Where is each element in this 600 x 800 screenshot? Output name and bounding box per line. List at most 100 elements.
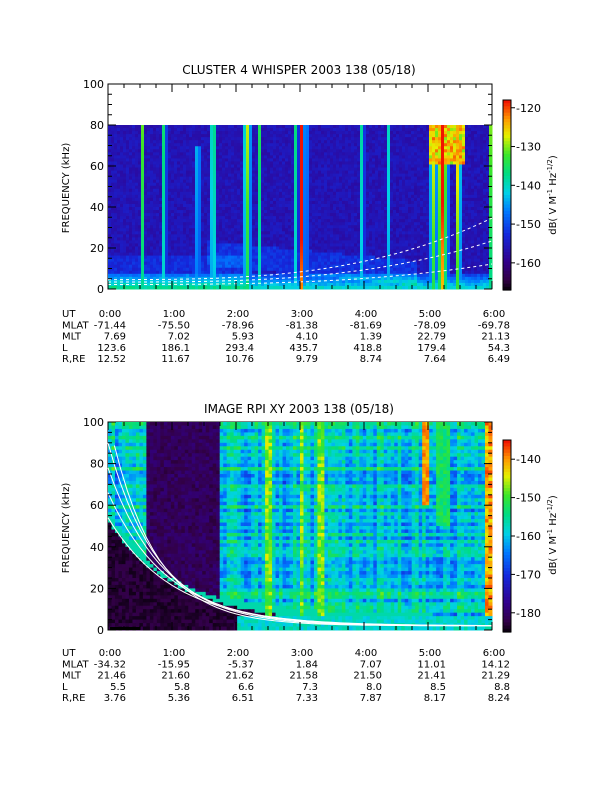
y-axis-ticks: 0 20 40 60 80 100 xyxy=(83,78,104,296)
colorbar-swatch xyxy=(503,622,511,627)
image-rpi-spectrogram-panel: IMAGE RPI XY 2003 138 (05/18) FREQUENCY … xyxy=(61,402,559,704)
ephemeris-value: 21.58 xyxy=(289,671,318,682)
colorbar-swatch xyxy=(503,267,511,272)
colorbar-tick-label: -150 xyxy=(516,492,541,505)
ephemeris-value: 14.12 xyxy=(481,659,510,670)
colorbar-swatch xyxy=(503,561,511,566)
ut-tick-label: 2:00 xyxy=(227,648,249,659)
colorbar-swatch xyxy=(503,628,511,633)
colorbar-swatch xyxy=(503,248,511,253)
colorbar-swatch xyxy=(503,226,511,231)
y-tick-label: 80 xyxy=(90,458,104,471)
ephemeris-value: -78.96 xyxy=(222,320,254,331)
data-gap-marker xyxy=(110,627,140,630)
ephemeris-value: 5.36 xyxy=(168,693,190,704)
plot-frame-ticks xyxy=(107,421,493,631)
colorbar-swatch xyxy=(503,261,511,266)
colorbar-swatch xyxy=(503,584,511,588)
colorbar-swatch xyxy=(503,555,511,559)
ephemeris-value: 7.87 xyxy=(360,693,382,704)
colorbar-swatch xyxy=(503,577,511,582)
ut-tick-label: 0:00 xyxy=(99,648,121,659)
ephemeris-row-label: UT xyxy=(62,309,76,320)
colorbar-swatch xyxy=(503,516,511,521)
colorbar-swatch xyxy=(503,484,511,489)
colorbar-swatch xyxy=(503,172,511,177)
ephemeris-value: 8.74 xyxy=(360,354,382,365)
ephemeris-value: 186.1 xyxy=(161,343,190,354)
colorbar-swatch xyxy=(503,106,511,111)
y-tick-label: 20 xyxy=(90,582,104,595)
ephemeris-value: -71.44 xyxy=(94,320,126,331)
colorbar: -140 -150 -160 -170 -180 xyxy=(502,439,541,633)
colorbar-swatch xyxy=(503,144,511,149)
y-tick-label: 80 xyxy=(90,119,104,132)
ephemeris-value: -69.78 xyxy=(478,320,510,331)
ephemeris-value: 179.4 xyxy=(417,343,446,354)
ephemeris-value: 21.29 xyxy=(481,671,510,682)
colorbar-swatch xyxy=(503,283,511,288)
colorbar-swatch xyxy=(503,625,511,630)
y-tick-label: 20 xyxy=(90,242,104,255)
colorbar-swatch xyxy=(503,600,511,604)
ephemeris-row-label: MLT xyxy=(62,671,82,682)
colorbar-swatch xyxy=(503,571,511,575)
colorbar-swatch xyxy=(503,188,511,193)
ephemeris-value: 8.24 xyxy=(488,693,510,704)
colorbar-swatch xyxy=(503,609,511,614)
ephemeris-value: -78.09 xyxy=(414,320,446,331)
colorbar-swatch xyxy=(503,242,511,247)
colorbar-swatch xyxy=(503,119,511,123)
colorbar-swatch xyxy=(503,138,511,142)
ephemeris-value: -34.32 xyxy=(94,659,126,670)
ephemeris-row-label: L xyxy=(62,343,68,354)
colorbar-swatch xyxy=(503,271,511,275)
colorbar-swatch xyxy=(503,552,511,556)
ephemeris-value: 7.69 xyxy=(104,332,126,343)
colorbar-swatch xyxy=(503,160,511,164)
colorbar-swatch xyxy=(503,166,511,171)
colorbar-tick-label: -140 xyxy=(516,179,541,192)
ephemeris-value: 4.10 xyxy=(296,332,318,343)
colorbar-swatch xyxy=(503,491,511,495)
colorbar-swatch xyxy=(503,163,511,168)
colorbar-swatch xyxy=(503,497,511,502)
colorbar-swatch xyxy=(503,593,511,598)
ut-tick-label: 4:00 xyxy=(355,309,377,320)
ut-tick-label: 5:00 xyxy=(419,309,441,320)
ephemeris-value: 10.76 xyxy=(225,354,254,365)
colorbar-swatch xyxy=(503,229,511,234)
colorbar-swatch xyxy=(503,494,511,499)
colorbar-swatch xyxy=(503,596,511,601)
ut-tick-label: 6:00 xyxy=(483,648,505,659)
colorbar-swatch xyxy=(503,169,511,174)
colorbar-swatch xyxy=(503,236,511,240)
colorbar-swatch xyxy=(503,580,511,585)
y-tick-label: 60 xyxy=(90,160,104,173)
y-tick-label: 100 xyxy=(83,78,104,91)
colorbar-tick-label: -160 xyxy=(516,530,541,543)
ephemeris-value: 293.4 xyxy=(225,343,254,354)
ephemeris-row-label: L xyxy=(62,682,68,693)
ut-tick-label: 1:00 xyxy=(163,309,185,320)
ephemeris-value: -15.95 xyxy=(158,659,190,670)
colorbar-swatch xyxy=(503,468,511,473)
colorbar-swatch xyxy=(503,548,511,553)
ephemeris-value: -5.37 xyxy=(228,659,254,670)
ephemeris-value: -75.50 xyxy=(158,320,190,331)
colorbar-swatch xyxy=(503,513,511,518)
colorbar-swatch xyxy=(503,214,511,218)
colorbar-swatch xyxy=(503,286,511,291)
ephemeris-value: 435.7 xyxy=(289,343,318,354)
ut-tick-label: 1:00 xyxy=(163,648,185,659)
ut-tick-label: 5:00 xyxy=(419,648,441,659)
colorbar-swatch xyxy=(503,204,511,209)
colorbar-swatch xyxy=(503,478,511,483)
colorbar-tick-label: -140 xyxy=(516,453,541,466)
ephemeris-value: 21.46 xyxy=(97,671,126,682)
colorbar-swatch xyxy=(503,542,511,547)
colorbar-swatch xyxy=(503,201,511,206)
ephemeris-row-label: UT xyxy=(62,648,76,659)
